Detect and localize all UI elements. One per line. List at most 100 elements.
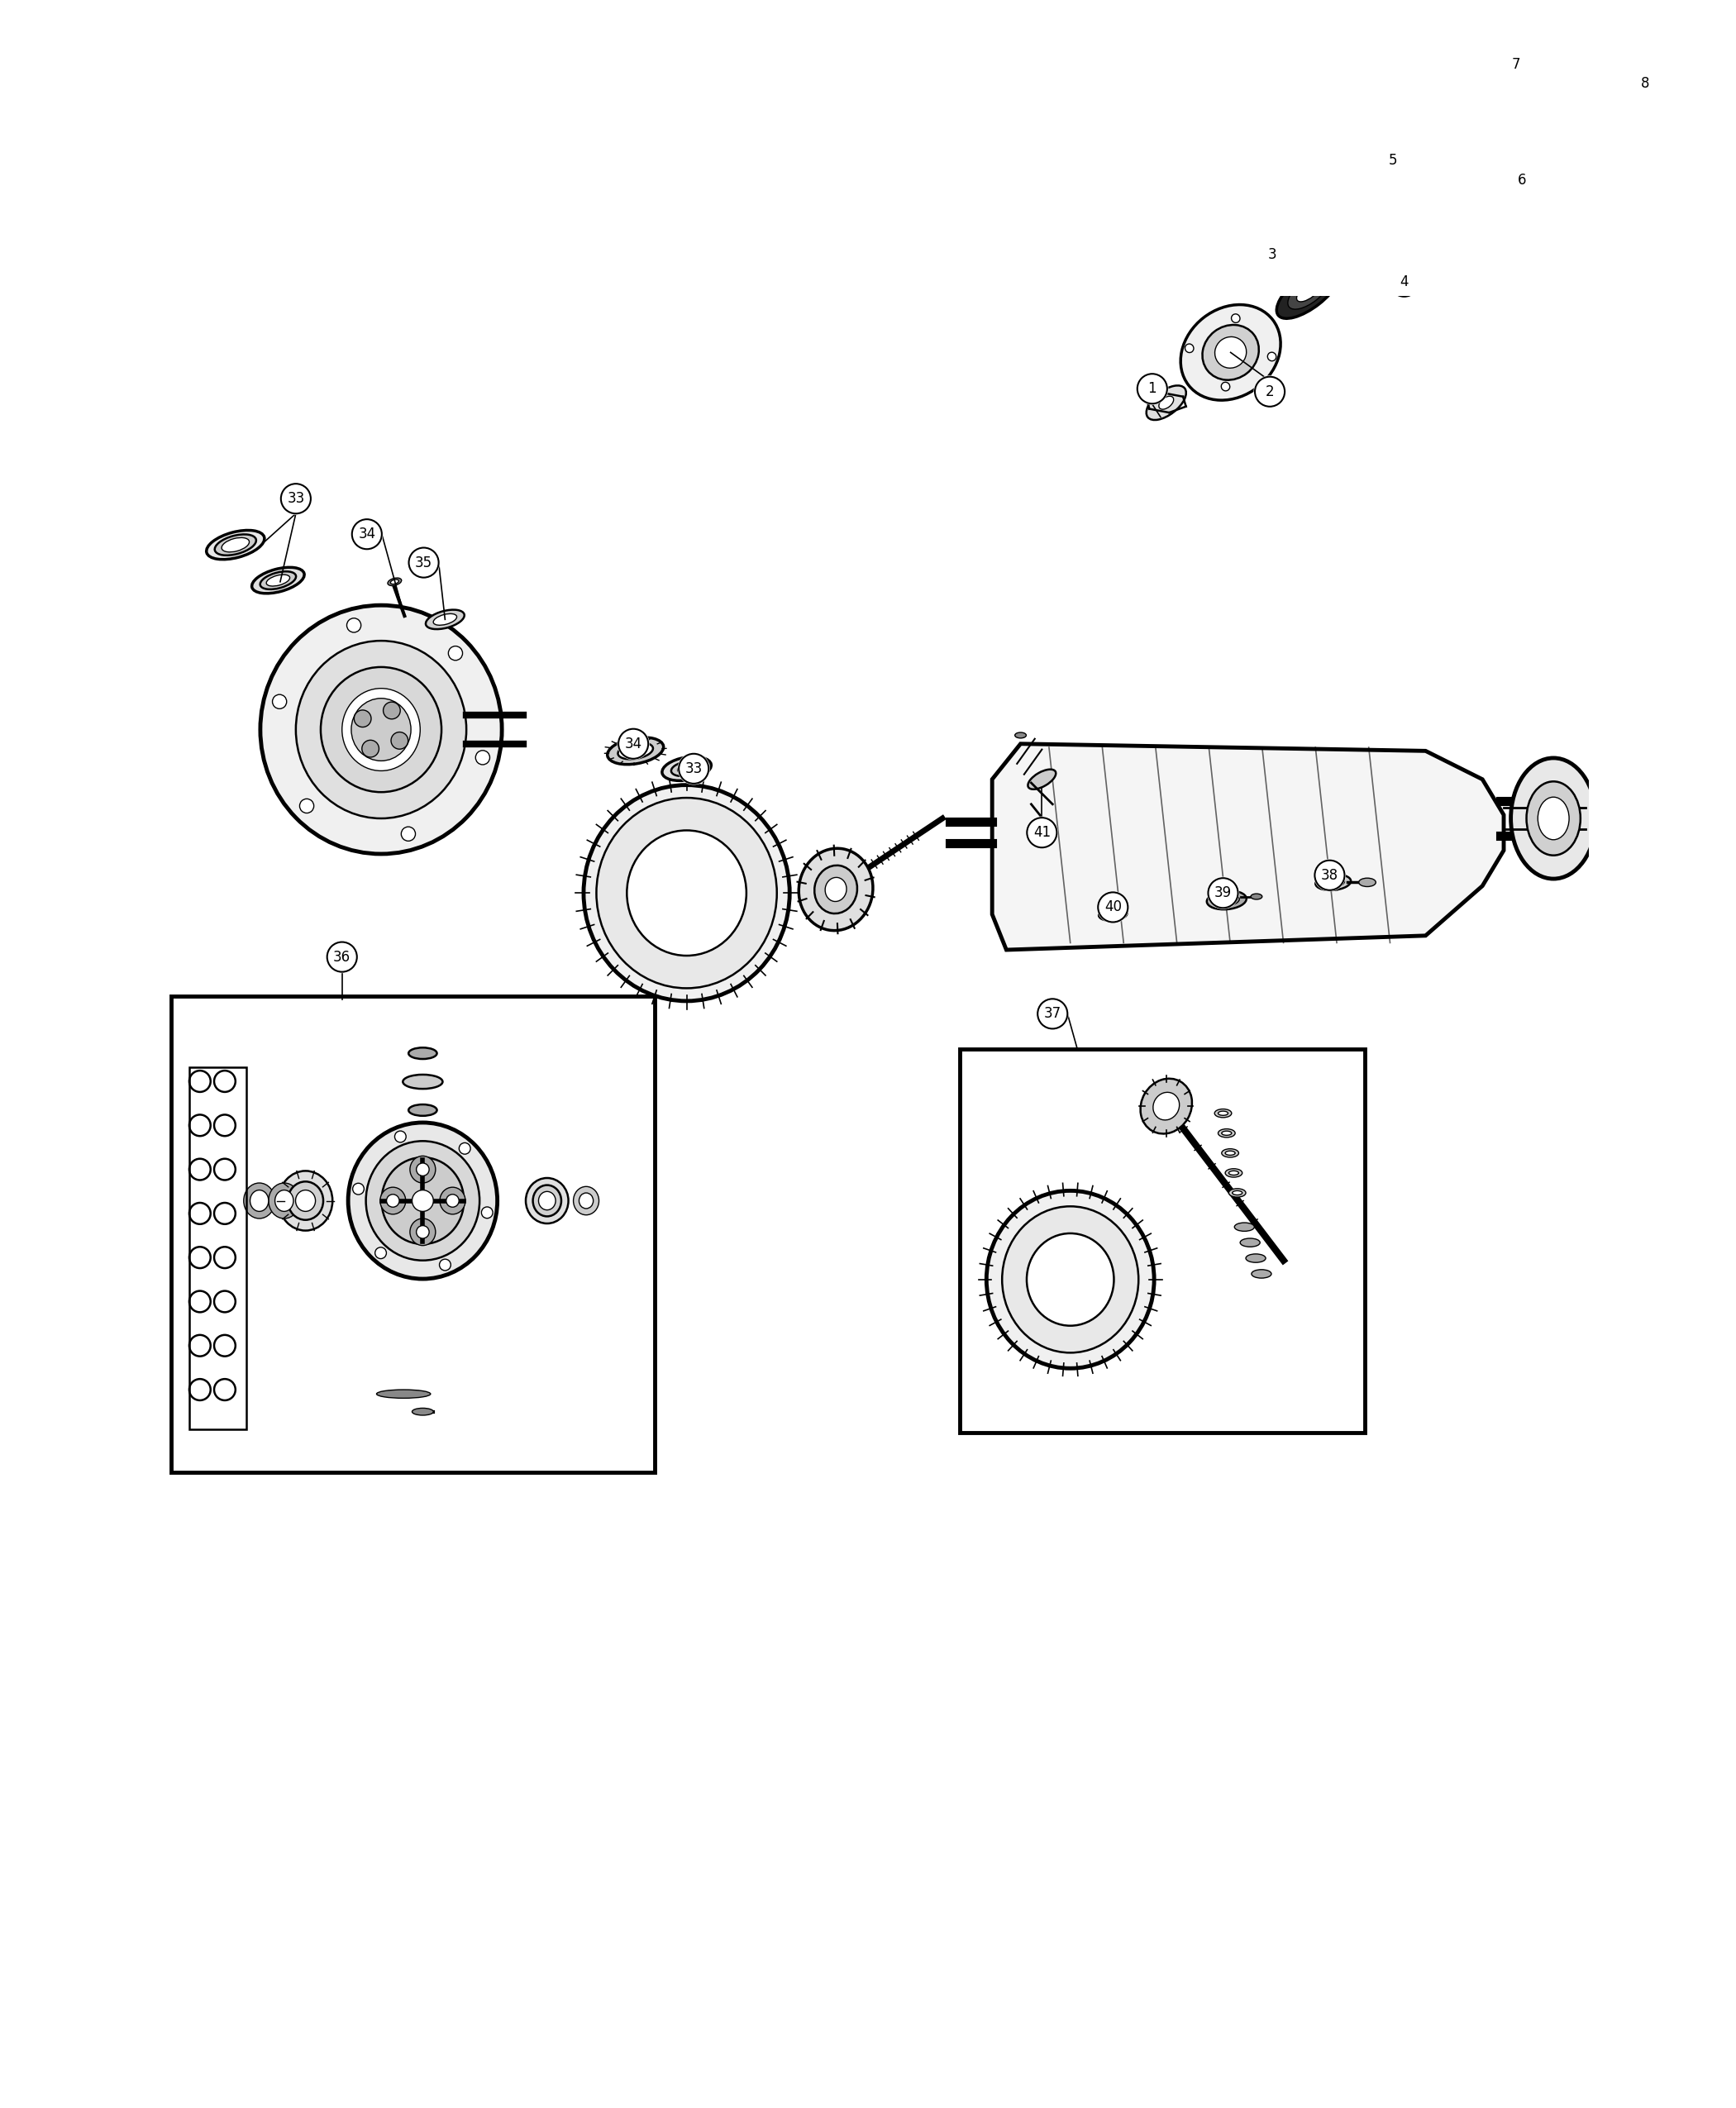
Ellipse shape <box>250 1191 269 1212</box>
Ellipse shape <box>411 1191 434 1212</box>
Ellipse shape <box>1250 894 1262 900</box>
Circle shape <box>1630 67 1661 99</box>
Circle shape <box>326 942 358 972</box>
Ellipse shape <box>1160 396 1174 409</box>
Ellipse shape <box>189 1379 210 1400</box>
Ellipse shape <box>1186 344 1194 352</box>
Ellipse shape <box>260 605 502 854</box>
Ellipse shape <box>1576 21 1653 84</box>
Ellipse shape <box>214 1071 236 1092</box>
Circle shape <box>279 483 311 514</box>
Text: 37: 37 <box>1043 1006 1061 1020</box>
Ellipse shape <box>1467 129 1516 169</box>
Bar <box>960 1050 1364 1433</box>
Text: 7: 7 <box>1512 57 1521 72</box>
Ellipse shape <box>434 613 457 626</box>
Ellipse shape <box>1321 877 1344 887</box>
Ellipse shape <box>1240 1237 1260 1246</box>
Text: 1: 1 <box>1147 382 1156 396</box>
Ellipse shape <box>321 666 441 793</box>
Circle shape <box>1507 164 1538 196</box>
Ellipse shape <box>1330 213 1406 278</box>
Text: 34: 34 <box>358 527 375 542</box>
Ellipse shape <box>1252 1269 1271 1277</box>
Text: 34: 34 <box>625 736 642 750</box>
Ellipse shape <box>439 1187 465 1214</box>
Ellipse shape <box>214 1379 236 1400</box>
Ellipse shape <box>347 618 361 632</box>
Ellipse shape <box>288 1183 323 1221</box>
Ellipse shape <box>1104 911 1121 917</box>
Text: 4: 4 <box>1399 274 1408 289</box>
Ellipse shape <box>351 698 411 761</box>
Ellipse shape <box>672 761 701 776</box>
Ellipse shape <box>526 1178 568 1223</box>
Ellipse shape <box>252 567 304 592</box>
Ellipse shape <box>1215 1109 1231 1117</box>
Ellipse shape <box>189 1246 210 1269</box>
Ellipse shape <box>189 1204 210 1225</box>
Ellipse shape <box>349 1124 496 1280</box>
Ellipse shape <box>408 1105 437 1115</box>
Ellipse shape <box>387 578 401 586</box>
Text: 3: 3 <box>1269 247 1278 261</box>
Ellipse shape <box>627 831 746 955</box>
Ellipse shape <box>458 1143 470 1155</box>
Ellipse shape <box>1229 1189 1246 1197</box>
Ellipse shape <box>189 1159 210 1180</box>
Ellipse shape <box>1297 280 1321 301</box>
Circle shape <box>351 519 382 550</box>
Ellipse shape <box>1220 382 1229 390</box>
Ellipse shape <box>1646 0 1706 30</box>
Ellipse shape <box>425 609 465 628</box>
Ellipse shape <box>1028 769 1055 788</box>
Ellipse shape <box>214 1246 236 1269</box>
Ellipse shape <box>448 647 462 660</box>
Circle shape <box>1377 145 1408 177</box>
Ellipse shape <box>207 531 264 559</box>
Circle shape <box>1208 877 1240 909</box>
Ellipse shape <box>1514 70 1590 133</box>
Ellipse shape <box>1231 314 1240 323</box>
Ellipse shape <box>1215 337 1246 369</box>
Ellipse shape <box>391 580 399 584</box>
Ellipse shape <box>573 1187 599 1214</box>
Ellipse shape <box>274 1191 293 1212</box>
Ellipse shape <box>1288 274 1330 310</box>
Ellipse shape <box>1016 731 1026 738</box>
Ellipse shape <box>618 742 653 759</box>
Ellipse shape <box>580 1193 594 1208</box>
Ellipse shape <box>295 1191 316 1212</box>
Ellipse shape <box>1222 1149 1240 1157</box>
Ellipse shape <box>1359 879 1377 887</box>
Ellipse shape <box>1219 1130 1234 1138</box>
Ellipse shape <box>1153 1092 1179 1119</box>
Ellipse shape <box>361 740 378 757</box>
Ellipse shape <box>391 731 408 748</box>
Ellipse shape <box>366 1140 479 1261</box>
Ellipse shape <box>222 538 250 552</box>
Circle shape <box>1036 999 1068 1029</box>
Ellipse shape <box>1665 0 1687 15</box>
Circle shape <box>1253 375 1285 407</box>
Ellipse shape <box>300 799 314 814</box>
Ellipse shape <box>1207 892 1246 909</box>
Text: 41: 41 <box>1033 824 1050 841</box>
Ellipse shape <box>1533 84 1573 118</box>
Ellipse shape <box>1347 228 1387 261</box>
Ellipse shape <box>446 1195 458 1208</box>
Ellipse shape <box>387 1195 399 1208</box>
Circle shape <box>1500 48 1531 80</box>
Ellipse shape <box>1099 909 1127 921</box>
Ellipse shape <box>410 1218 436 1246</box>
Bar <box>172 997 654 1471</box>
Ellipse shape <box>382 1157 464 1244</box>
Ellipse shape <box>608 738 663 765</box>
Ellipse shape <box>215 533 257 554</box>
Ellipse shape <box>825 877 847 902</box>
Ellipse shape <box>384 702 401 719</box>
Ellipse shape <box>408 1048 437 1058</box>
Ellipse shape <box>1234 1223 1255 1231</box>
Ellipse shape <box>214 1204 236 1225</box>
Ellipse shape <box>401 826 415 841</box>
